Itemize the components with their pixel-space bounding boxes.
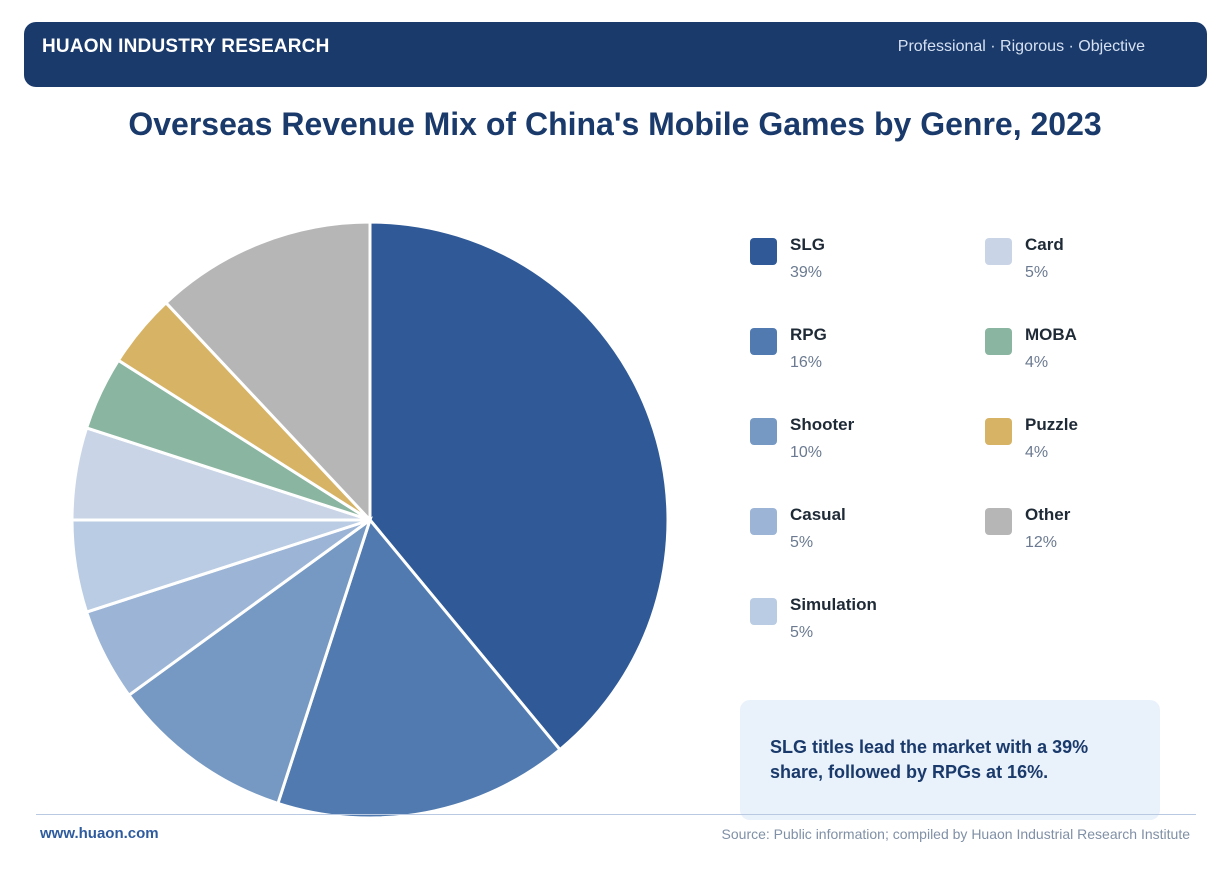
pie-slice-slg [368,220,670,752]
brand-name: HUAON INDUSTRY RESEARCH [42,36,330,57]
legend-item-moba: MOBA 4% [985,322,1185,382]
legend-label: Card [1025,235,1064,254]
legend-item-other: Other 12% [985,502,1185,562]
legend-swatch [750,508,777,535]
legend-item-card: Card 5% [985,232,1185,292]
footer-divider [36,814,1196,815]
legend-value: 12% [1025,534,1058,551]
source-note: Source: Public information; compiled by … [721,826,1190,842]
legend-value: 5% [790,534,814,551]
chart-title: Overseas Revenue Mix of China's Mobile G… [128,106,1102,142]
legend-item-slg: SLG 39% [750,232,950,292]
legend-label: MOBA [1025,325,1077,344]
legend-swatch [750,598,777,625]
legend-swatch [985,328,1012,355]
legend-swatch [985,238,1012,265]
legend-label: Shooter [790,415,855,434]
pie-chart [70,220,670,820]
legend-label: Casual [790,505,846,524]
website-link[interactable]: www.huaon.com [40,825,159,842]
legend-value: 10% [790,444,823,461]
legend-label: SLG [790,235,825,254]
legend-item-simulation: Simulation 5% [750,592,950,652]
pie-slice-rpg [276,516,563,820]
pie-slice-other [163,220,372,524]
legend-value: 39% [790,264,823,281]
legend-item-shooter: Shooter 10% [750,412,950,472]
legend-swatch [750,328,777,355]
legend-item-puzzle: Puzzle 4% [985,412,1185,472]
legend-label: Other [1025,505,1071,524]
legend-swatch [985,418,1012,445]
header-bar: HUAON INDUSTRY RESEARCH Professional · R… [24,22,1207,87]
tagline: Professional · Rigorous · Objective [897,38,1145,55]
legend-value: 4% [1025,444,1049,461]
legend-value: 5% [790,624,814,641]
legend-item-casual: Casual 5% [750,502,950,562]
legend-label: Simulation [790,595,877,614]
legend-swatch [985,508,1012,535]
legend-swatch [750,238,777,265]
pie-slice-shooter [126,516,373,806]
legend-label: Puzzle [1025,415,1078,434]
legend-value: 5% [1025,264,1049,281]
legend-item-rpg: RPG 16% [750,322,950,382]
legend-value: 16% [790,354,823,371]
legend-swatch [750,418,777,445]
insight-note: SLG titles lead the market with a 39% sh… [740,700,1160,820]
legend-label: RPG [790,325,827,344]
legend-value: 4% [1025,354,1049,371]
